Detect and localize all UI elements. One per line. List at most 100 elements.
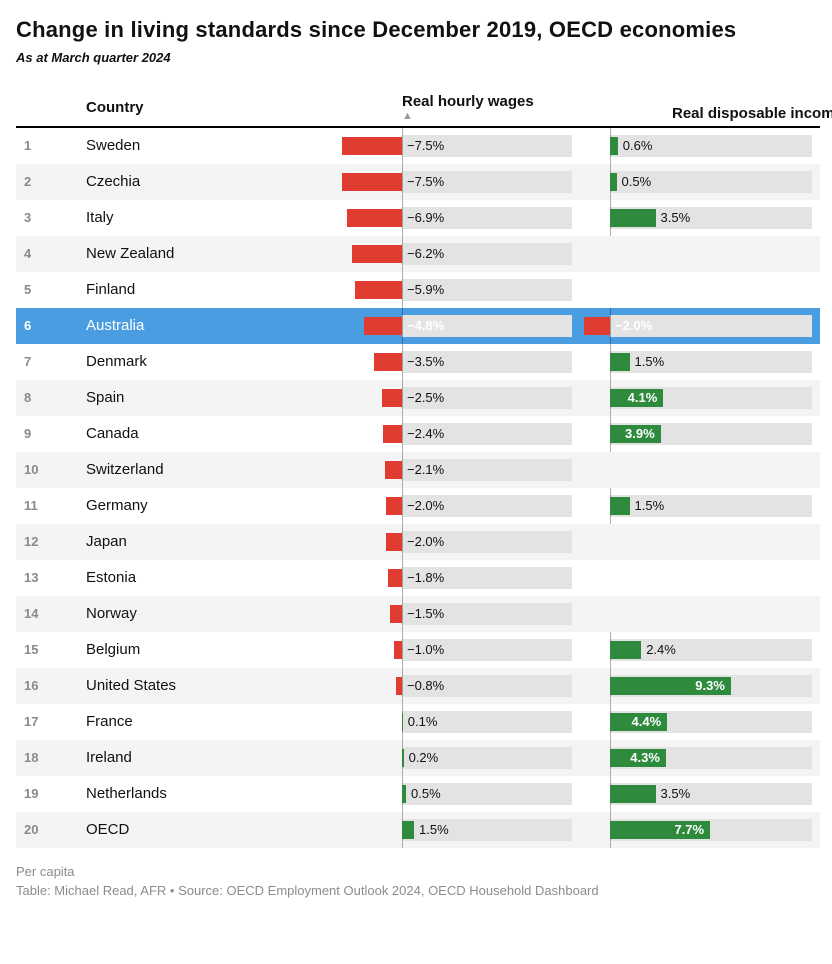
bar [390, 605, 402, 623]
bar-value-label: −3.5% [407, 344, 444, 380]
rank-cell: 16 [16, 668, 80, 704]
zero-axis [402, 632, 403, 668]
table-row: 17France0.1%4.4% [16, 704, 820, 740]
table-row: 16United States−0.8% 9.3% [16, 668, 820, 704]
wages-cell: 0.2% [340, 740, 580, 776]
chart-footer: Per capita Table: Michael Read, AFR • So… [16, 862, 820, 901]
income-cell: 1.5% [580, 488, 820, 524]
rank-cell: 13 [16, 560, 80, 596]
income-cell [580, 236, 820, 272]
table-row: 19Netherlands0.5%3.5% [16, 776, 820, 812]
bar-cell: −0.8% [340, 668, 580, 704]
bar [342, 137, 402, 155]
bar-cell: −1.8% [340, 560, 580, 596]
bar-value-label: −7.5% [407, 164, 444, 200]
bar-value-label: −6.9% [407, 200, 444, 236]
bar-value-label: 4.3% [610, 740, 660, 776]
zero-axis [402, 524, 403, 560]
bar-value-label: −2.0% [407, 488, 444, 524]
bar [396, 677, 402, 695]
chart-container: Change in living standards since Decembe… [0, 0, 832, 913]
country-cell: Australia [80, 308, 340, 344]
bar-cell: 4.1% [580, 380, 820, 416]
zero-axis [402, 164, 403, 200]
zero-axis [402, 236, 403, 272]
table-row: 20OECD1.5%7.7% [16, 812, 820, 848]
income-cell [580, 524, 820, 560]
wages-cell: −4.8% [340, 308, 580, 344]
bar-value-label: 1.5% [635, 488, 665, 524]
wages-cell: −2.0% [340, 488, 580, 524]
bar-value-label: 7.7% [610, 812, 704, 848]
wages-cell: −1.0% [340, 632, 580, 668]
header-income[interactable]: Real disposable income* [642, 93, 832, 122]
rank-cell: 8 [16, 380, 80, 416]
bar-value-label: 0.1% [408, 704, 438, 740]
bar [386, 533, 402, 551]
bar-value-label: 9.3% [610, 668, 725, 704]
bar [610, 785, 656, 803]
bar [347, 209, 402, 227]
bar-value-label: 3.5% [661, 200, 691, 236]
bar-cell: 1.5% [340, 812, 580, 848]
bar-value-label: −1.8% [407, 560, 444, 596]
income-cell: 1.5% [580, 344, 820, 380]
country-cell: Netherlands [80, 776, 340, 812]
table-row: 4New Zealand−6.2% [16, 236, 820, 272]
rank-cell: 1 [16, 128, 80, 164]
bar [610, 497, 630, 515]
bar-cell: −2.0% [580, 308, 820, 344]
income-cell: 2.4% [580, 632, 820, 668]
bar-cell: 1.5% [580, 344, 820, 380]
table-row: 11Germany−2.0%1.5% [16, 488, 820, 524]
bar-cell: −6.9% [340, 200, 580, 236]
bar-cell: 0.2% [340, 740, 580, 776]
zero-axis [402, 200, 403, 236]
bar-value-label: 1.5% [635, 344, 665, 380]
income-cell: 4.1% [580, 380, 820, 416]
rank-cell: 5 [16, 272, 80, 308]
wages-cell: −7.5% [340, 128, 580, 164]
bar-cell: 9.3% [580, 668, 820, 704]
bar-value-label: 0.6% [623, 128, 653, 164]
bar [402, 713, 403, 731]
wages-cell: −6.9% [340, 200, 580, 236]
bar-value-label: −2.5% [407, 380, 444, 416]
country-cell: France [80, 704, 340, 740]
bar-value-label: 0.5% [622, 164, 652, 200]
header-rank [16, 93, 80, 122]
country-cell: United States [80, 668, 340, 704]
zero-axis [610, 308, 611, 344]
country-cell: Finland [80, 272, 340, 308]
income-cell: 3.5% [580, 200, 820, 236]
country-cell: Ireland [80, 740, 340, 776]
bar-cell: 0.5% [580, 164, 820, 200]
sort-ascending-icon: ▲ [402, 110, 642, 122]
zero-axis [402, 596, 403, 632]
wages-cell: −0.8% [340, 668, 580, 704]
wages-cell: 0.5% [340, 776, 580, 812]
bar-cell [580, 596, 820, 632]
bar [402, 785, 406, 803]
bar-value-label: 3.9% [610, 416, 655, 452]
rank-cell: 19 [16, 776, 80, 812]
rank-cell: 17 [16, 704, 80, 740]
rank-cell: 6 [16, 308, 80, 344]
income-cell: 4.3% [580, 740, 820, 776]
bar-value-label: −1.0% [407, 632, 444, 668]
header-wages[interactable]: Real hourly wages ▲ [340, 93, 642, 122]
header-wages-label: Real hourly wages [402, 93, 642, 110]
header-country[interactable]: Country [80, 93, 340, 122]
wages-cell: −1.5% [340, 596, 580, 632]
zero-axis [402, 308, 403, 344]
rank-cell: 14 [16, 596, 80, 632]
rank-cell: 4 [16, 236, 80, 272]
bar-value-label: −2.1% [407, 452, 444, 488]
bar-cell: −6.2% [340, 236, 580, 272]
table-row: 1Sweden−7.5%0.6% [16, 128, 820, 164]
wages-cell: −3.5% [340, 344, 580, 380]
bar-value-label: −6.2% [407, 236, 444, 272]
bar [610, 353, 630, 371]
bar-value-label: −4.8% [407, 308, 444, 344]
table-row: 9Canada−2.4%3.9% [16, 416, 820, 452]
